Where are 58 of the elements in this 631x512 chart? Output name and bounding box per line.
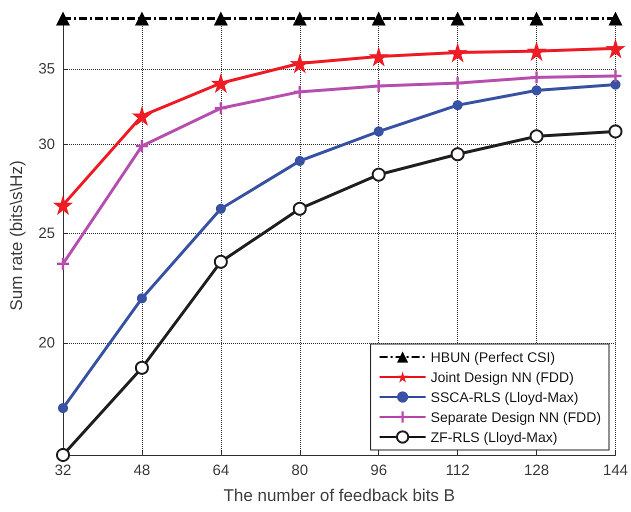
point xyxy=(210,73,231,94)
point xyxy=(294,156,305,166)
point xyxy=(58,403,68,414)
legend-label: SSCA-RLS (Lloyd-Max) xyxy=(430,389,578,405)
point xyxy=(530,71,543,84)
x-tick-label: 48 xyxy=(134,462,150,479)
point xyxy=(292,202,307,216)
point xyxy=(290,53,310,74)
legend-label: ZF-RLS (Lloyd-Max) xyxy=(430,429,558,445)
point xyxy=(134,360,149,375)
point xyxy=(214,254,228,269)
point xyxy=(374,126,384,136)
legend-label: Separate Design NN (FDD) xyxy=(430,409,602,425)
point xyxy=(56,448,70,462)
point xyxy=(294,86,306,98)
point xyxy=(608,12,622,26)
point xyxy=(610,80,620,90)
x-tick-label: 144 xyxy=(602,462,628,479)
x-tick-label: 80 xyxy=(291,462,308,479)
x-axis-title: The number of feedback bits B xyxy=(223,486,456,505)
point xyxy=(372,12,386,26)
point xyxy=(57,258,69,270)
point xyxy=(452,100,463,110)
point xyxy=(214,102,227,114)
point xyxy=(56,12,70,26)
point xyxy=(452,77,464,90)
point xyxy=(368,46,389,67)
legend-label: Joint Design NN (FDD) xyxy=(430,369,574,385)
point xyxy=(216,204,226,214)
point xyxy=(134,12,149,26)
point xyxy=(132,106,152,126)
y-axis-title: Sum rate (bits\s\Hz) xyxy=(7,160,26,311)
point xyxy=(605,38,626,58)
point xyxy=(450,12,465,26)
y-tick-label: 20 xyxy=(38,334,55,352)
x-tick-label: 64 xyxy=(212,462,230,479)
x-tick-label: 128 xyxy=(524,462,550,479)
point xyxy=(530,12,544,26)
point xyxy=(530,129,544,144)
legend-label: HBUN (Perfect CSI) xyxy=(430,349,556,365)
point xyxy=(372,80,385,92)
point xyxy=(214,12,228,26)
point xyxy=(608,124,622,138)
point xyxy=(292,12,307,26)
point xyxy=(450,147,465,162)
point xyxy=(53,195,73,216)
x-tick-label: 32 xyxy=(54,462,72,479)
y-tick-label: 25 xyxy=(38,225,55,242)
point xyxy=(448,42,468,62)
x-tick-label: 112 xyxy=(446,462,470,479)
y-tick-label: 30 xyxy=(38,136,55,153)
point xyxy=(532,85,542,96)
point xyxy=(372,168,386,182)
point xyxy=(136,293,147,304)
y-tick-label: 35 xyxy=(38,60,55,78)
point xyxy=(136,140,148,152)
point xyxy=(526,41,547,62)
x-tick-label: 96 xyxy=(370,462,388,479)
